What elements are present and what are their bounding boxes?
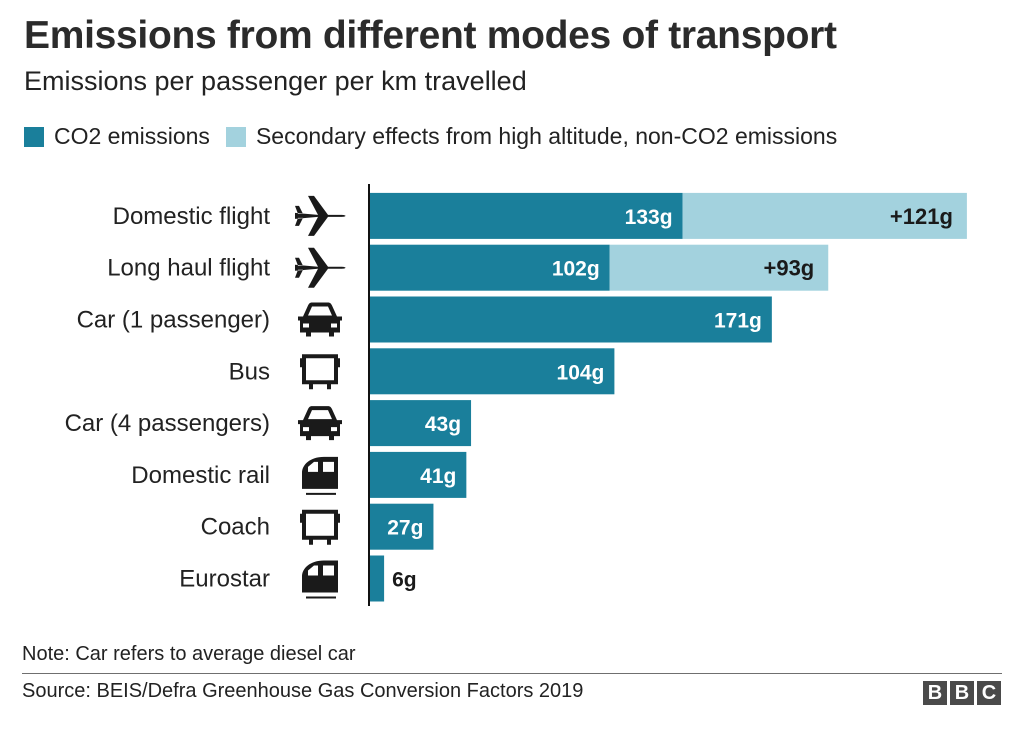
chart-title: Emissions from different modes of transp… [24,14,837,57]
bbc-logo-letter: B [950,681,974,705]
data-label-co2: 43g [425,413,461,436]
train-icon [302,560,338,599]
bar-co2 [370,348,615,395]
legend-label-secondary: Secondary effects from high altitude, no… [255,123,838,149]
bar-co2 [370,400,472,447]
bus-icon [300,354,340,390]
category-label: Bus [229,358,270,385]
category-label: Domestic rail [131,462,270,489]
bar-co2 [370,244,610,291]
chart-source: Source: BEIS/Defra Greenhouse Gas Conver… [22,680,584,702]
data-label-co2: 102g [552,258,600,281]
train-icon [302,456,338,495]
plane-icon [295,247,346,288]
category-label: Coach [201,514,270,541]
chart-subtitle: Emissions per passenger per km travelled [24,66,527,96]
category-label: Eurostar [179,566,270,593]
bar-co2 [370,296,772,343]
category-label: Long haul flight [107,255,270,282]
legend-item-secondary: Secondary effects from high altitude, no… [225,123,838,150]
chart-note: Note: Car refers to average diesel car [22,643,356,665]
bar-co2 [370,503,434,550]
category-label: Car (4 passengers) [65,410,270,437]
legend-label-co2: CO2 emissions [54,123,210,149]
bbc-logo-letter: B [923,681,947,705]
bar-secondary [682,192,967,239]
bar-co2 [370,555,385,602]
category-label: Car (1 passenger) [77,307,270,334]
legend-item-co2: CO2 emissions [24,123,210,150]
data-label-co2: 6g [392,569,417,592]
data-label-secondary: +121g [890,204,953,229]
plane-icon [295,195,346,236]
data-label-co2: 27g [387,517,423,540]
car-icon [298,302,342,337]
bar-co2 [370,451,467,498]
data-label-secondary: +93g [763,256,814,281]
legend-swatch-co2 [24,126,44,147]
bar-secondary [609,244,829,291]
data-label-co2: 41g [420,465,456,488]
bus-icon [300,509,340,545]
data-label-co2: 171g [714,310,762,333]
category-label: Domestic flight [113,203,271,230]
legend-swatch-secondary [225,126,246,147]
footer-divider [22,673,1002,674]
car-icon [298,406,342,441]
bbc-logo: B B C [923,681,1001,705]
data-label-co2: 133g [625,206,673,229]
legend: CO2 emissions Secondary effects from hig… [24,123,853,150]
bar-chart: Domestic flight 133g +121g Long haul flight… [65,184,967,606]
data-label-co2: 104g [557,361,605,384]
bar-co2 [370,192,683,239]
bbc-logo-letter: C [977,681,1001,705]
